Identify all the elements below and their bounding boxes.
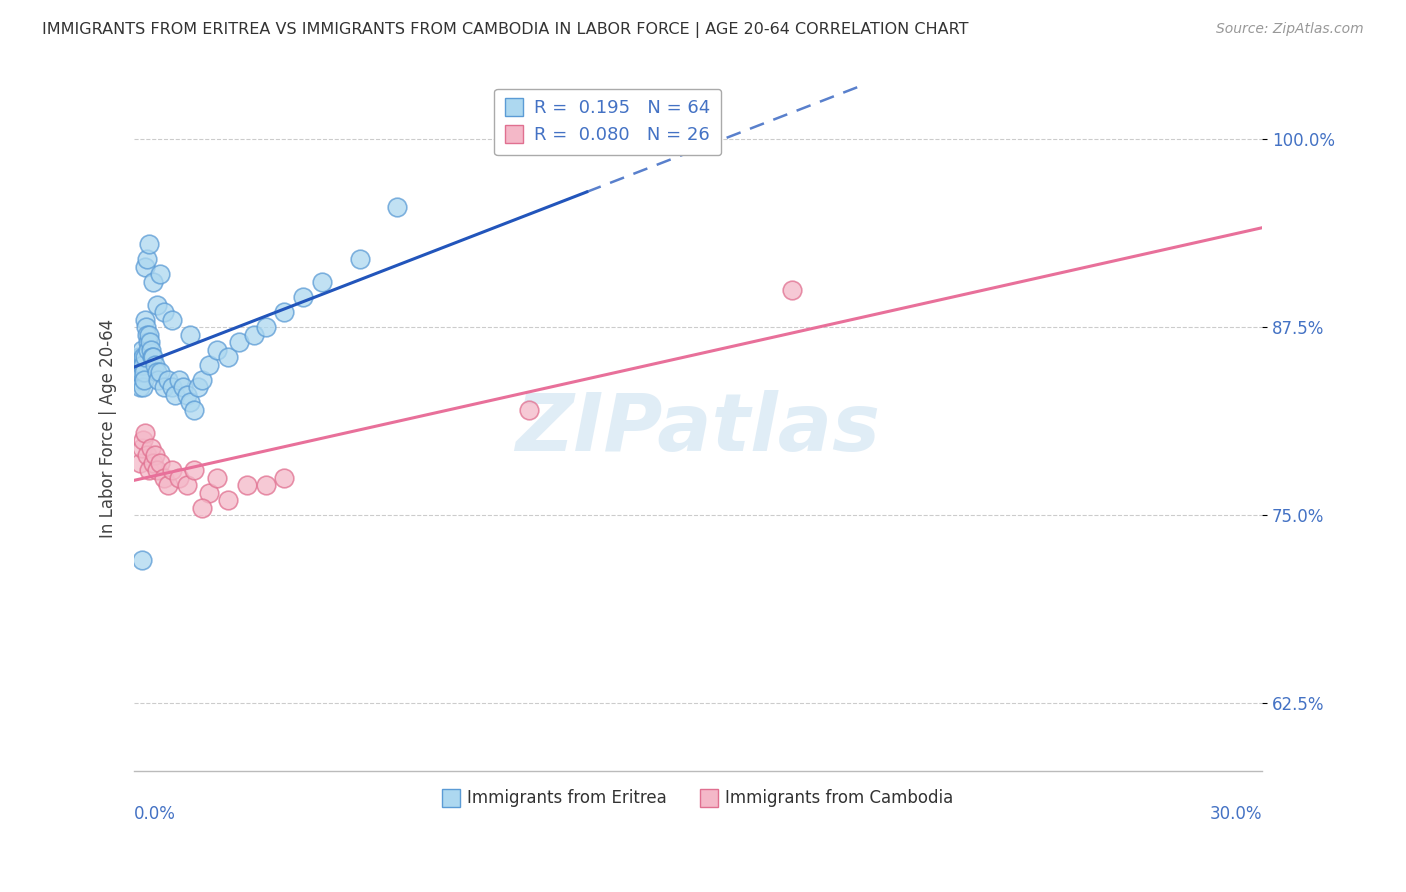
Text: 30.0%: 30.0% [1209,805,1263,823]
Point [179,327,201,342]
Point [228,335,250,350]
Point [311,275,333,289]
Point [273,305,295,319]
Point [179,395,201,409]
Point [149,268,172,282]
Point [139,441,162,455]
Point [160,463,183,477]
Point [273,470,295,484]
Point [145,365,167,379]
Point [183,403,205,417]
Point [205,343,228,357]
Point [153,380,176,394]
Point [190,500,212,515]
Text: Source: ZipAtlas.com: Source: ZipAtlas.com [1216,22,1364,37]
Point [136,448,159,462]
Point [131,358,153,372]
Point [243,327,266,342]
Point [149,456,172,470]
Point [127,365,149,379]
Point [131,365,153,379]
Point [387,200,409,214]
Point [129,380,152,394]
Point [128,373,150,387]
Point [198,358,221,372]
Point [139,335,162,350]
Point [142,351,165,365]
Point [138,463,160,477]
Point [134,373,156,387]
Point [160,380,183,394]
Point [132,433,155,447]
Point [183,463,205,477]
Point [131,441,153,455]
Point [134,351,156,365]
Text: 0.0%: 0.0% [134,805,176,823]
Point [129,358,152,372]
Point [145,297,167,311]
Point [132,365,155,379]
Point [205,470,228,484]
Point [136,335,159,350]
Point [217,351,239,365]
Point [517,403,540,417]
Point [134,425,156,440]
Point [176,388,198,402]
Point [128,351,150,365]
Y-axis label: In Labor Force | Age 20-64: In Labor Force | Age 20-64 [100,319,117,538]
Point [131,380,153,394]
Point [129,351,152,365]
Point [292,290,315,304]
Point [136,252,159,267]
Point [254,478,277,492]
Legend: Immigrants from Eritrea, Immigrants from Cambodia: Immigrants from Eritrea, Immigrants from… [436,783,960,814]
Point [138,237,160,252]
Point [167,373,190,387]
Point [236,478,259,492]
Point [156,478,179,492]
Point [143,358,166,372]
Point [136,343,159,357]
Point [139,343,162,357]
Point [349,252,371,267]
Point [190,373,212,387]
Point [160,312,183,326]
Point [198,485,221,500]
Point [148,373,170,387]
Point [132,351,155,365]
Point [141,351,163,365]
Point [129,365,152,379]
Point [134,312,156,326]
Point [134,260,156,274]
Point [149,365,172,379]
Point [142,275,165,289]
Point [131,553,153,567]
Point [131,343,153,357]
Point [153,470,176,484]
Point [153,305,176,319]
Point [135,327,157,342]
Point [156,373,179,387]
Point [132,358,155,372]
Point [172,380,194,394]
Point [128,456,150,470]
Point [128,358,150,372]
Point [165,388,187,402]
Point [142,456,165,470]
Point [145,463,167,477]
Point [217,493,239,508]
Point [167,470,190,484]
Point [254,320,277,334]
Point [128,373,150,387]
Text: ZIPatlas: ZIPatlas [516,390,880,467]
Point [138,327,160,342]
Point [135,320,157,334]
Point [780,283,803,297]
Point [143,448,166,462]
Point [187,380,209,394]
Point [176,478,198,492]
Text: IMMIGRANTS FROM ERITREA VS IMMIGRANTS FROM CAMBODIA IN LABOR FORCE | AGE 20-64 C: IMMIGRANTS FROM ERITREA VS IMMIGRANTS FR… [42,22,969,38]
